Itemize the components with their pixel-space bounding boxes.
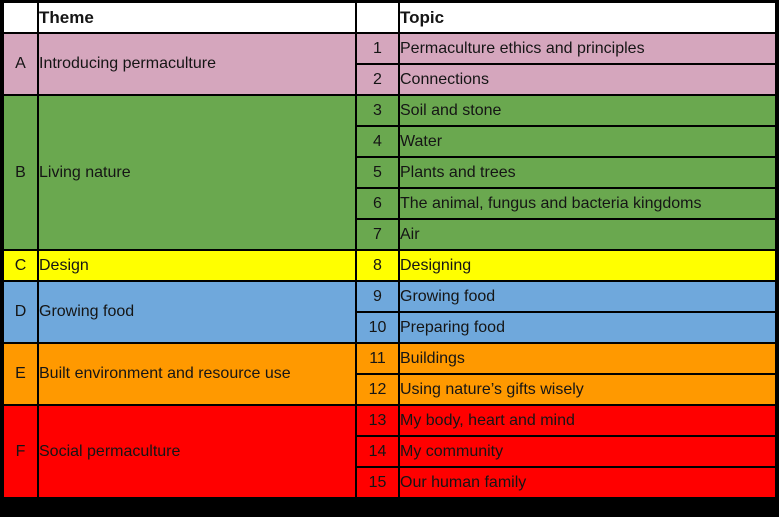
theme-letter-f: F <box>1 404 39 500</box>
topic-title: Plants and trees <box>398 156 778 189</box>
topic-number: 3 <box>355 94 400 127</box>
theme-name-a: Introducing permaculture <box>37 32 357 96</box>
topic-title: Buildings <box>398 342 778 375</box>
topic-title: Soil and stone <box>398 94 778 127</box>
topic-title: My community <box>398 435 778 468</box>
topic-title: Our human family <box>398 466 778 500</box>
topic-title: Permaculture ethics and principles <box>398 32 778 65</box>
topic-number: 8 <box>355 249 400 282</box>
header-cell-theme: Theme <box>37 0 357 34</box>
theme-name-c: Design <box>37 249 357 282</box>
topic-number: 7 <box>355 218 400 251</box>
table-row: 15 Our human family <box>2 466 778 500</box>
topic-title: Growing food <box>398 280 778 313</box>
table-row: F Social permaculture 13 My body, heart … <box>1 404 778 500</box>
topic-title: Preparing food <box>398 311 778 344</box>
table-row: A Introducing permaculture 1 Permacultur… <box>1 32 778 96</box>
topic-number: 11 <box>355 342 400 375</box>
topic-title: My body, heart and mind <box>398 404 778 437</box>
topic-number: 9 <box>355 280 400 313</box>
theme-letter-e: E <box>1 342 39 406</box>
topic-number: 15 <box>355 466 400 500</box>
table-row: B Living nature 3 Soil and stone <box>1 94 778 251</box>
topic-number: 14 <box>355 435 400 468</box>
table-row: C Design 8 Designing <box>1 249 778 282</box>
topic-number: 10 <box>355 311 400 344</box>
topic-title: Air <box>398 218 778 251</box>
topic-number: 6 <box>355 187 400 220</box>
topic-number: 13 <box>355 404 400 437</box>
table-row: 6 The animal, fungus and bacteria kingdo… <box>2 187 778 220</box>
table-row: 7 Air <box>2 218 778 251</box>
theme-letter-a: A <box>1 32 39 96</box>
topic-number: 5 <box>355 156 400 189</box>
table-row: 2 Connections <box>2 63 778 96</box>
topic-title: Designing <box>398 249 778 282</box>
theme-name-d: Growing food <box>37 280 357 344</box>
theme-letter-b: B <box>1 94 39 251</box>
table-row: 4 Water <box>2 125 778 158</box>
topic-number: 12 <box>355 373 400 406</box>
table-row: 12 Using nature’s gifts wisely <box>2 373 778 406</box>
topic-title: Using nature’s gifts wisely <box>398 373 778 406</box>
table-row: D Growing food 9 Growing food <box>1 280 778 344</box>
topic-title: The animal, fungus and bacteria kingdoms <box>398 187 778 220</box>
table-row: 10 Preparing food <box>2 311 778 344</box>
theme-letter-c: C <box>1 249 39 282</box>
table-row: 5 Plants and trees <box>2 156 778 189</box>
header-cell-empty-number <box>355 0 400 34</box>
topic-number: 2 <box>355 63 400 96</box>
theme-name-f: Social permaculture <box>37 404 357 500</box>
topic-title: Water <box>398 125 778 158</box>
table-header-row: Theme Topic <box>1 0 778 34</box>
table-row: E Built environment and resource use 11 … <box>1 342 778 406</box>
header-cell-topic: Topic <box>398 0 778 34</box>
header-cell-empty-letter <box>1 0 39 34</box>
theme-name-e: Built environment and resource use <box>37 342 357 406</box>
theme-name-b: Living nature <box>37 94 357 251</box>
curriculum-table: Theme Topic A Introducing permaculture 1… <box>0 0 779 500</box>
theme-letter-d: D <box>1 280 39 344</box>
topic-number: 4 <box>355 125 400 158</box>
topic-number: 1 <box>355 32 400 65</box>
table-row: 14 My community <box>2 435 778 468</box>
topic-title: Connections <box>398 63 778 96</box>
